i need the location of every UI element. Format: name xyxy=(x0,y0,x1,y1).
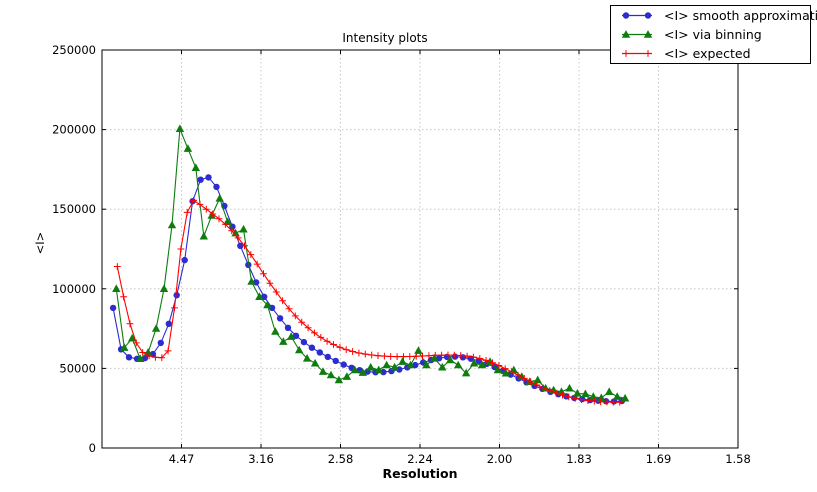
svg-text:1.58: 1.58 xyxy=(725,452,751,466)
legend: <I> smooth approximation <I> via binning… xyxy=(610,5,817,64)
svg-text:4.47: 4.47 xyxy=(169,452,195,466)
legend-label: <I> expected xyxy=(664,46,751,61)
y-axis-label: <I> xyxy=(33,231,47,255)
x-axis-label: Resolution xyxy=(382,466,458,481)
svg-text:2.58: 2.58 xyxy=(328,452,354,466)
svg-text:50000: 50000 xyxy=(59,361,96,375)
svg-text:1.69: 1.69 xyxy=(646,452,672,466)
svg-text:100000: 100000 xyxy=(52,282,96,296)
legend-marker-triangle-icon xyxy=(621,30,653,38)
svg-text:150000: 150000 xyxy=(52,202,96,216)
series-1 xyxy=(112,124,630,402)
legend-marker-plus-icon xyxy=(622,50,652,57)
svg-text:3.16: 3.16 xyxy=(248,452,274,466)
svg-text:200000: 200000 xyxy=(52,123,96,137)
svg-text:1.83: 1.83 xyxy=(566,452,592,466)
series-2 xyxy=(113,197,624,406)
svg-text:2.00: 2.00 xyxy=(487,452,513,466)
legend-item-via-binning: <I> via binning xyxy=(611,25,810,44)
legend-label: <I> smooth approximation xyxy=(664,8,817,23)
legend-label: <I> via binning xyxy=(664,27,762,42)
svg-text:250000: 250000 xyxy=(52,43,96,57)
legend-item-expected: <I> expected xyxy=(611,44,810,63)
legend-item-smooth-approximation: <I> smooth approximation xyxy=(611,6,817,25)
svg-text:2.24: 2.24 xyxy=(407,452,433,466)
svg-text:0: 0 xyxy=(89,441,96,455)
legend-marker-circle-icon xyxy=(622,12,652,19)
chart-title: Intensity plots xyxy=(342,31,428,45)
